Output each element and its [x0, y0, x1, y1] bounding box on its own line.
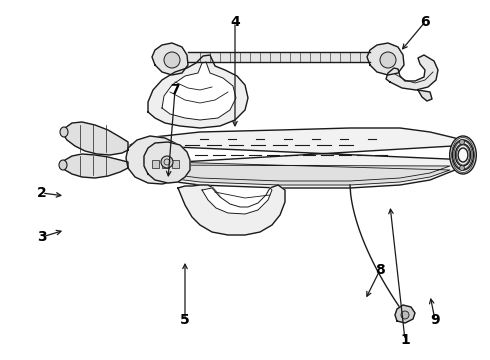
Text: 9: 9 — [430, 313, 440, 327]
Text: 6: 6 — [420, 15, 430, 29]
Polygon shape — [148, 55, 248, 128]
Text: 3: 3 — [37, 230, 47, 244]
Polygon shape — [62, 154, 128, 178]
Circle shape — [150, 152, 166, 168]
Circle shape — [161, 156, 173, 168]
Polygon shape — [178, 185, 285, 235]
Ellipse shape — [60, 127, 68, 137]
Ellipse shape — [455, 144, 471, 166]
Circle shape — [380, 52, 396, 68]
Text: 5: 5 — [180, 313, 190, 327]
Circle shape — [460, 139, 465, 144]
Polygon shape — [162, 62, 236, 120]
Polygon shape — [386, 55, 438, 90]
Ellipse shape — [450, 136, 476, 174]
Polygon shape — [395, 305, 415, 323]
Text: 7: 7 — [170, 83, 180, 97]
Polygon shape — [144, 142, 190, 183]
Polygon shape — [63, 122, 128, 155]
Bar — [172, 160, 179, 168]
Bar — [162, 160, 169, 168]
Polygon shape — [152, 43, 188, 75]
Text: 8: 8 — [375, 263, 385, 277]
Polygon shape — [126, 136, 185, 184]
FancyBboxPatch shape — [168, 156, 180, 166]
Text: 1: 1 — [400, 333, 410, 347]
Text: 4: 4 — [230, 15, 240, 29]
Polygon shape — [418, 90, 432, 101]
Circle shape — [164, 52, 180, 68]
Circle shape — [144, 146, 172, 174]
Polygon shape — [188, 52, 370, 62]
Polygon shape — [130, 128, 470, 188]
Text: 2: 2 — [37, 186, 47, 200]
Circle shape — [401, 311, 409, 319]
Polygon shape — [367, 43, 404, 75]
Bar — [152, 160, 159, 168]
Polygon shape — [202, 188, 272, 214]
Ellipse shape — [452, 140, 473, 170]
Circle shape — [460, 166, 465, 171]
Ellipse shape — [59, 160, 67, 170]
Ellipse shape — [458, 148, 468, 162]
Polygon shape — [130, 161, 450, 185]
